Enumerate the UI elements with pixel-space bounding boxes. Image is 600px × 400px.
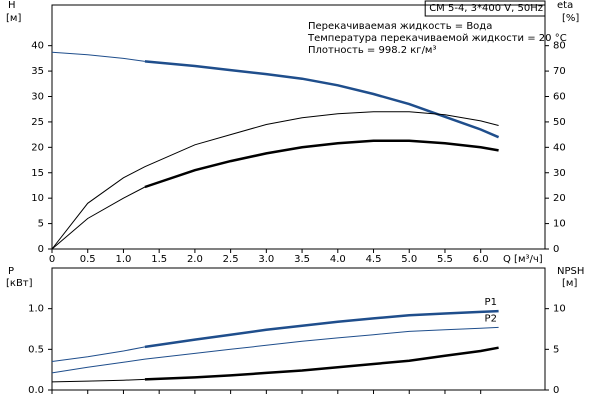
- x-axis-label: Q [м³/ч]: [503, 254, 543, 265]
- annotation: Плотность = 998.2 кг/м³: [308, 45, 437, 56]
- title-box: [424, 0, 546, 17]
- y2-tick-label: 5: [553, 344, 559, 355]
- y-tick-label: 0.5: [28, 344, 44, 355]
- y2-tick-label: 10: [553, 219, 566, 230]
- y-tick-label: 0.0: [28, 385, 44, 396]
- y-tick-label: 5: [38, 219, 44, 230]
- y-tick-label: 10: [31, 193, 44, 204]
- x-tick-label: 4.0: [330, 254, 346, 265]
- series-label: P2: [485, 313, 497, 324]
- series-line: [51, 186, 146, 250]
- series-line: [51, 378, 145, 383]
- x-tick-label: 2.0: [187, 254, 203, 265]
- series-line: [144, 346, 499, 381]
- y-tick-label: 20: [31, 142, 44, 153]
- series-label: P1: [485, 297, 497, 308]
- y2-axis-unit: [%]: [562, 13, 579, 24]
- x-tick-label: 4.5: [366, 254, 382, 265]
- series-line: [144, 309, 499, 349]
- x-tick-label: 5.5: [437, 254, 453, 265]
- y-axis-label: H: [8, 0, 16, 11]
- y2-tick-label: 80: [553, 41, 566, 52]
- series-line: [144, 60, 500, 139]
- y-tick-label: 40: [31, 41, 44, 52]
- series-line: [51, 326, 499, 374]
- y2-tick-label: 10: [553, 304, 566, 315]
- y-tick-label: 30: [31, 92, 44, 103]
- y2-tick-label: 0: [553, 244, 559, 255]
- x-tick-label: 6.0: [473, 254, 489, 265]
- plot-frame: [51, 4, 546, 250]
- y-axis-unit: [м]: [6, 13, 21, 24]
- x-tick-label: 0.5: [80, 254, 96, 265]
- x-tick-label: 1.5: [151, 254, 167, 265]
- y-tick-label: 0: [38, 244, 44, 255]
- y2-axis-unit: [м]: [562, 278, 577, 289]
- series-line: [144, 139, 499, 189]
- y-tick-label: 15: [31, 168, 44, 179]
- x-tick-label: 1.0: [115, 254, 131, 265]
- y-axis-unit: [кВт]: [6, 278, 33, 289]
- x-tick-label: 5.0: [401, 254, 417, 265]
- y2-axis-label: NPSH: [557, 266, 584, 277]
- x-tick-label: 0: [49, 254, 55, 265]
- y2-tick-label: 60: [553, 92, 566, 103]
- x-tick-label: 3.0: [258, 254, 274, 265]
- y2-tick-label: 20: [553, 193, 566, 204]
- y2-tick-label: 30: [553, 168, 566, 179]
- chart-title: CM 5-4, 3*400 V, 50Hz: [429, 3, 543, 14]
- y-tick-label: 25: [31, 117, 44, 128]
- y2-tick-label: 0: [553, 385, 559, 396]
- series-line: [51, 51, 145, 62]
- y2-tick-label: 70: [553, 66, 566, 77]
- y2-tick-label: 50: [553, 117, 566, 128]
- y-tick-label: 1.0: [28, 304, 44, 315]
- y-axis-label: P: [8, 266, 14, 277]
- y2-tick-label: 40: [553, 142, 566, 153]
- series-line: [51, 111, 499, 250]
- x-tick-label: 3.5: [294, 254, 310, 265]
- annotation: Перекачиваемая жидкость = Вода: [308, 21, 492, 32]
- y-tick-label: 35: [31, 66, 44, 77]
- annotation: Температура перекачиваемой жидкости = 20…: [307, 33, 567, 44]
- plot-frame: [51, 267, 546, 391]
- series-line: [51, 346, 145, 362]
- y2-axis-label: eta: [557, 0, 573, 11]
- x-tick-label: 2.5: [223, 254, 239, 265]
